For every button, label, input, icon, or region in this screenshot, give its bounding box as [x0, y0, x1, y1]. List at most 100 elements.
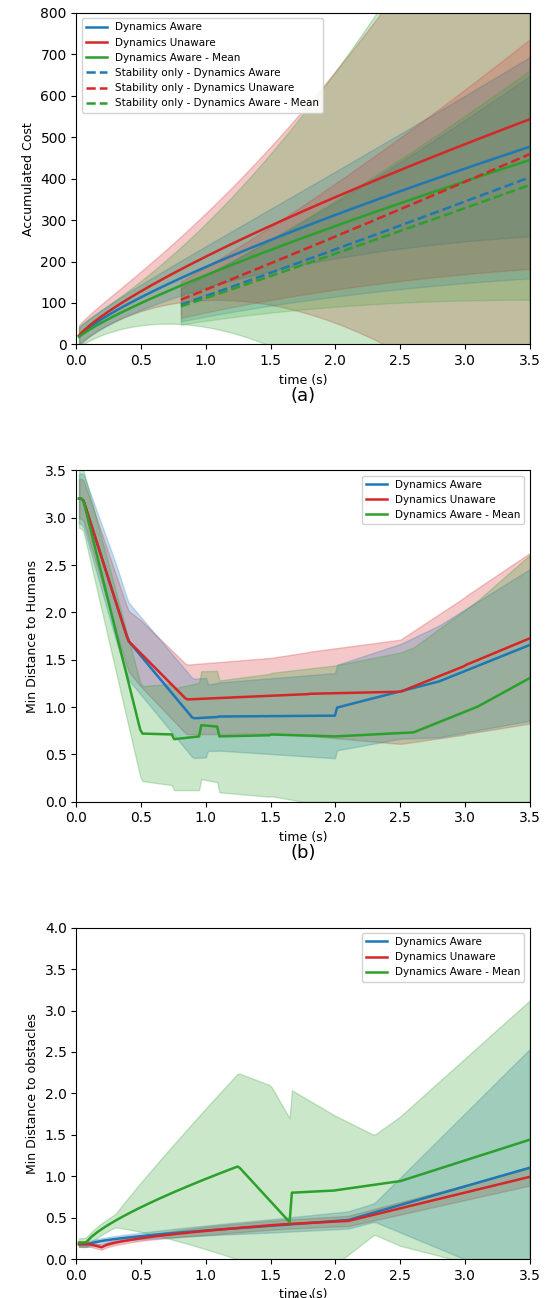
Dynamics Unaware	[185, 692, 191, 707]
Dynamics Unaware	[159, 271, 166, 287]
Line: Stability only - Dynamics Aware: Stability only - Dynamics Aware	[181, 178, 530, 305]
Dynamics Aware - Mean	[94, 317, 100, 332]
Dynamics Unaware	[105, 1237, 112, 1253]
Dynamics Unaware	[506, 639, 513, 654]
Dynamics Aware	[504, 147, 511, 162]
Dynamics Aware	[506, 645, 513, 661]
Dynamics Aware	[103, 309, 110, 324]
Stability only - Dynamics Unaware	[526, 147, 533, 162]
Stability only - Dynamics Unaware	[420, 192, 426, 208]
Dynamics Unaware	[490, 1177, 497, 1193]
Dynamics Unaware	[198, 1224, 205, 1240]
Stability only - Dynamics Aware	[420, 209, 426, 225]
Dynamics Aware - Mean	[159, 1189, 166, 1205]
Stability only - Dynamics Aware	[492, 182, 499, 197]
Dynamics Aware - Mean	[490, 691, 497, 706]
Dynamics Aware	[488, 1171, 495, 1186]
Line: Stability only - Dynamics Aware - Mean: Stability only - Dynamics Aware - Mean	[181, 186, 530, 306]
Dynamics Aware	[196, 262, 203, 278]
Stability only - Dynamics Aware	[177, 297, 184, 313]
Line: Dynamics Unaware: Dynamics Unaware	[79, 1177, 530, 1247]
Dynamics Aware - Mean	[171, 731, 177, 746]
Dynamics Aware	[76, 1237, 82, 1253]
Dynamics Unaware	[159, 667, 166, 683]
Dynamics Aware	[76, 491, 82, 506]
Stability only - Dynamics Unaware	[177, 292, 184, 308]
Dynamics Aware	[196, 1223, 203, 1238]
Stability only - Dynamics Aware	[526, 170, 533, 186]
Line: Stability only - Dynamics Unaware: Stability only - Dynamics Unaware	[181, 154, 530, 300]
Dynamics Aware - Mean	[526, 670, 533, 685]
Dynamics Unaware	[76, 491, 82, 506]
Stability only - Dynamics Aware - Mean	[345, 241, 352, 257]
Dynamics Unaware	[490, 645, 497, 661]
Dynamics Unaware	[94, 536, 100, 552]
Dynamics Aware	[76, 328, 82, 344]
Dynamics Aware - Mean	[103, 585, 110, 601]
Dynamics Aware	[159, 675, 166, 691]
Dynamics Unaware	[526, 631, 533, 646]
Dynamics Aware - Mean	[488, 165, 495, 180]
Dynamics Unaware	[526, 112, 533, 127]
Dynamics Aware	[526, 139, 533, 154]
Stability only - Dynamics Aware - Mean	[492, 190, 499, 205]
Dynamics Unaware	[526, 1169, 533, 1185]
Line: Dynamics Aware: Dynamics Aware	[79, 147, 530, 336]
Dynamics Aware - Mean	[198, 718, 205, 733]
Dynamics Aware - Mean	[196, 1173, 203, 1189]
Legend: Dynamics Aware, Dynamics Unaware, Dynamics Aware - Mean, Stability only - Dynami: Dynamics Aware, Dynamics Unaware, Dynami…	[82, 18, 323, 113]
Dynamics Aware	[94, 536, 100, 552]
Stability only - Dynamics Unaware	[492, 161, 499, 177]
Text: (c): (c)	[291, 1295, 315, 1298]
Line: Dynamics Unaware: Dynamics Unaware	[79, 119, 530, 335]
Dynamics Unaware	[162, 1228, 168, 1243]
Dynamics Aware	[94, 314, 100, 330]
Y-axis label: Min Distance to obstacles: Min Distance to obstacles	[26, 1012, 39, 1173]
Dynamics Aware	[191, 710, 198, 726]
Stability only - Dynamics Aware - Mean	[420, 215, 426, 231]
Dynamics Aware - Mean	[76, 491, 82, 506]
Dynamics Unaware	[103, 563, 110, 579]
Stability only - Dynamics Aware	[488, 184, 495, 200]
Line: Dynamics Aware: Dynamics Aware	[79, 1168, 530, 1245]
Dynamics Aware - Mean	[76, 1234, 82, 1250]
Stability only - Dynamics Unaware	[470, 170, 476, 186]
Legend: Dynamics Aware, Dynamics Unaware, Dynamics Aware - Mean: Dynamics Aware, Dynamics Unaware, Dynami…	[361, 933, 524, 981]
Dynamics Aware	[103, 1233, 110, 1249]
Dynamics Aware - Mean	[94, 1224, 100, 1240]
Dynamics Aware	[198, 710, 205, 726]
Dynamics Unaware	[506, 1173, 513, 1189]
Text: (b): (b)	[290, 844, 316, 862]
Dynamics Unaware	[76, 1237, 82, 1253]
Line: Dynamics Aware: Dynamics Aware	[79, 498, 530, 718]
Line: Dynamics Unaware: Dynamics Unaware	[79, 498, 530, 700]
Dynamics Aware	[159, 279, 166, 295]
Dynamics Aware - Mean	[76, 328, 82, 344]
Stability only - Dynamics Aware	[515, 174, 521, 190]
Dynamics Aware - Mean	[504, 160, 511, 175]
Dynamics Aware	[94, 1234, 100, 1250]
Stability only - Dynamics Aware - Mean	[177, 299, 184, 314]
Dynamics Aware - Mean	[159, 727, 166, 742]
Dynamics Unaware	[76, 327, 82, 343]
Stability only - Dynamics Aware - Mean	[488, 191, 495, 206]
Dynamics Aware - Mean	[94, 548, 100, 563]
Dynamics Aware	[488, 152, 495, 167]
Dynamics Unaware	[103, 305, 110, 321]
X-axis label: time (s): time (s)	[279, 831, 327, 844]
Dynamics Aware	[526, 1160, 533, 1176]
Dynamics Aware	[526, 637, 533, 653]
Stability only - Dynamics Aware	[345, 236, 352, 252]
Dynamics Aware - Mean	[488, 1145, 495, 1160]
Line: Dynamics Aware - Mean: Dynamics Aware - Mean	[79, 160, 530, 336]
Stability only - Dynamics Unaware	[515, 152, 521, 167]
Stability only - Dynamics Aware - Mean	[470, 197, 476, 213]
Stability only - Dynamics Unaware	[488, 162, 495, 178]
Dynamics Unaware	[488, 126, 495, 141]
Y-axis label: Accumulated Cost: Accumulated Cost	[22, 122, 35, 235]
Dynamics Aware - Mean	[504, 1140, 511, 1155]
Dynamics Aware - Mean	[196, 270, 203, 286]
Dynamics Unaware	[504, 121, 511, 136]
Dynamics Aware - Mean	[526, 1132, 533, 1147]
Dynamics Unaware	[198, 691, 205, 706]
